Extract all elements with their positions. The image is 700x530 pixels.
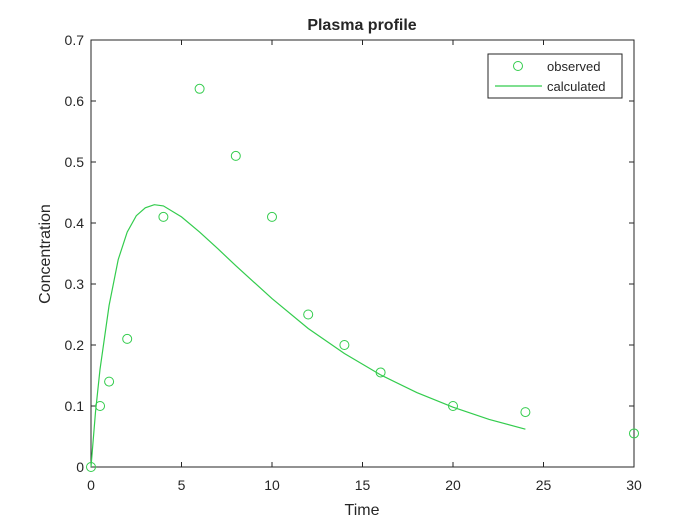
observed-point (339, 340, 350, 350)
x-axis-label: Time (345, 502, 380, 519)
chart-title: Plasma profile (307, 17, 416, 34)
x-tick-label: 15 (355, 477, 371, 493)
y-tick-label: 0.3 (65, 276, 85, 292)
y-tick-label: 0 (76, 459, 84, 475)
observed-point (158, 211, 169, 222)
y-tick-label: 0.6 (65, 93, 85, 109)
observed-point (267, 211, 277, 222)
legend-label: observed (547, 59, 600, 74)
legend-box (487, 53, 623, 99)
legend-label: calculated (547, 79, 606, 94)
x-tick-label: 30 (626, 477, 642, 493)
x-tick-label: 20 (445, 477, 461, 493)
legend: observed calculated (487, 53, 623, 99)
y-tick-label: 0.1 (65, 398, 85, 414)
plot-area-frame (90, 39, 635, 468)
observed-point (230, 150, 241, 161)
observed-point (629, 428, 639, 439)
y-tick-label: 0.7 (65, 32, 85, 48)
observed-point (122, 333, 133, 344)
calculated-line (90, 204, 526, 468)
observed-point (194, 83, 205, 94)
x-tick-label: 10 (264, 477, 280, 493)
legend-marker-swatch (513, 61, 523, 71)
y-axis: 0 0.1 0.2 0.3 0.4 0.5 0.6 0.7 (65, 32, 634, 475)
observed-point (520, 407, 531, 418)
y-axis-label: Concentration (37, 204, 54, 304)
x-tick-label: 25 (536, 477, 552, 493)
x-tick-label: 5 (178, 477, 186, 493)
x-tick-label: 0 (87, 477, 95, 493)
x-axis: 0 5 10 15 20 25 30 (87, 40, 642, 493)
y-tick-label: 0.4 (65, 215, 85, 231)
observed-point (303, 309, 314, 320)
y-tick-label: 0.2 (65, 337, 85, 353)
observed-point (104, 376, 115, 387)
series-layer (86, 83, 639, 472)
y-tick-label: 0.5 (65, 154, 85, 170)
